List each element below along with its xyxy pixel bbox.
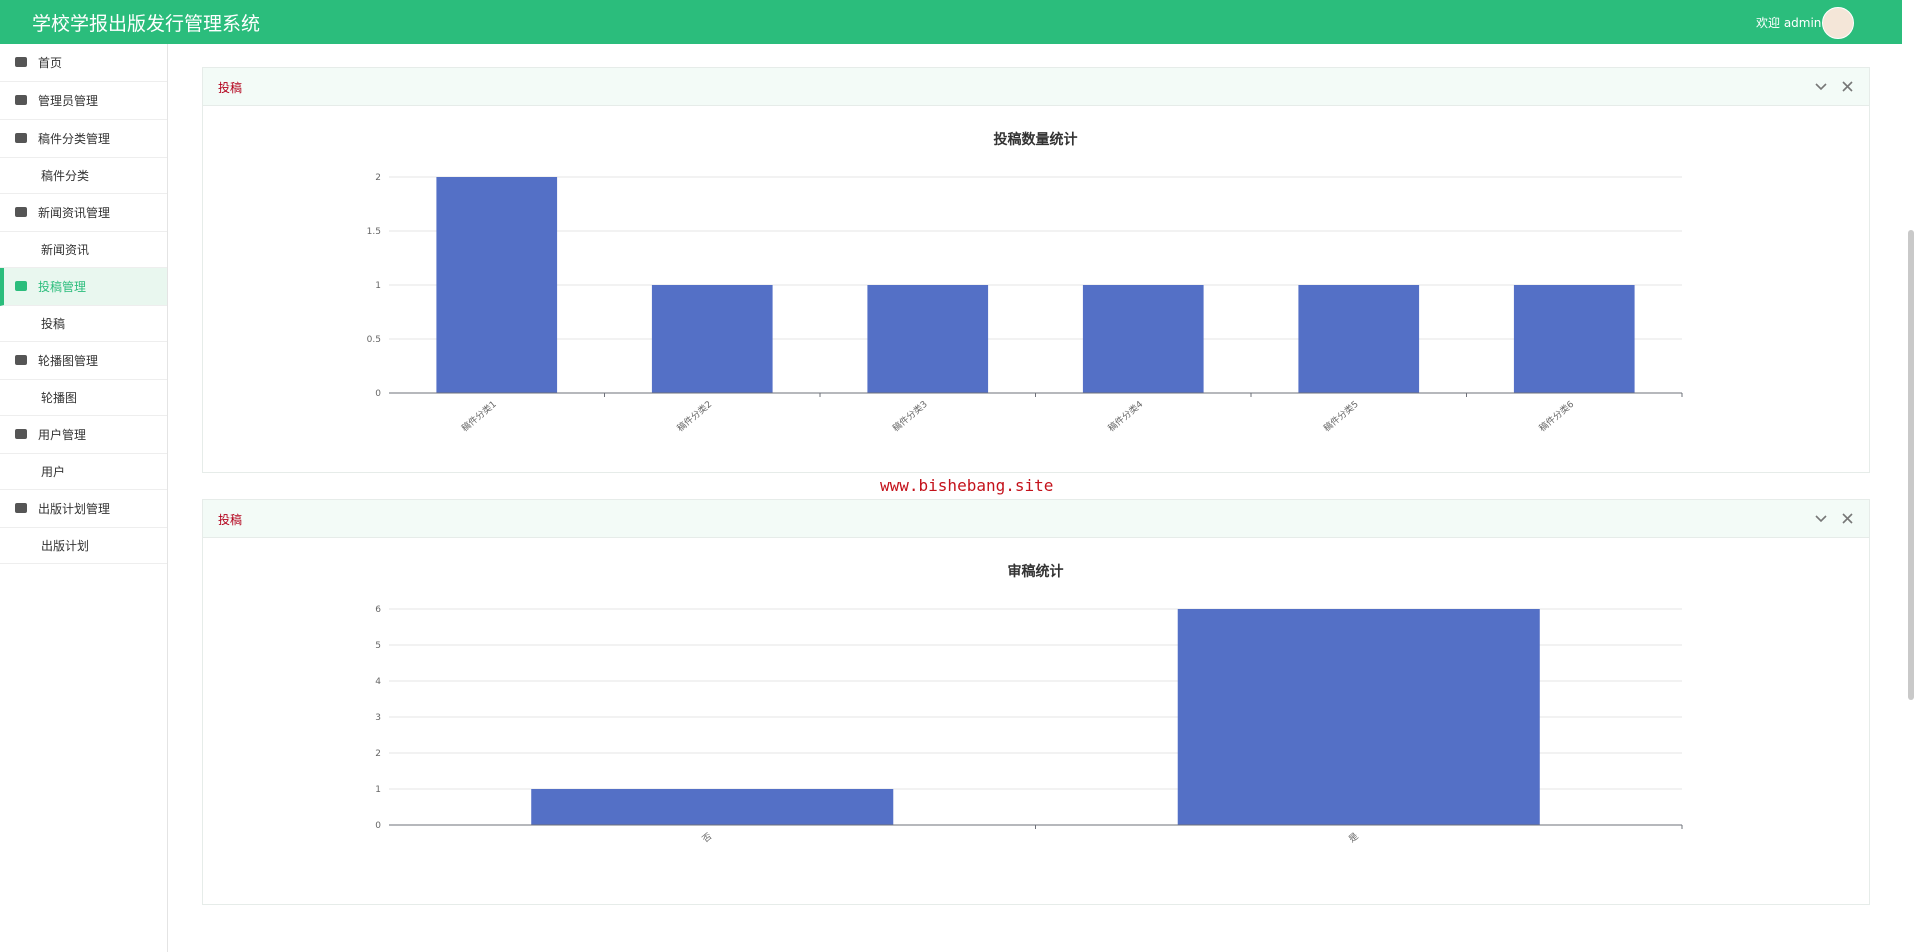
submenu-item[interactable]: 轮播图 [0, 380, 167, 416]
menu-item[interactable]: 管理员管理 [0, 82, 167, 120]
close-icon[interactable] [1842, 513, 1853, 524]
menu-icon [15, 429, 27, 439]
y-tick-label: 0 [375, 389, 381, 399]
y-tick-label: 2 [375, 173, 381, 183]
menu-icon [15, 355, 27, 365]
menu-icon [15, 207, 27, 217]
sidebar: 首页管理员管理稿件分类管理 稿件分类新闻资讯管理 新闻资讯投稿管理投稿轮播图管理轮播… [0, 44, 168, 952]
menu-label[interactable]: 管理员管理 [38, 94, 99, 108]
menu-icon [15, 95, 27, 105]
bar[interactable] [1177, 609, 1540, 825]
submenu-item[interactable]: 用户 [0, 454, 167, 490]
menu-label[interactable]: 新闻资讯 [41, 243, 90, 257]
y-tick-label: 1.5 [367, 227, 381, 237]
submenu-item[interactable]: 稿件分类 [0, 158, 167, 194]
menu-label[interactable]: 稿件分类 [41, 169, 90, 183]
y-tick-label: 5 [375, 641, 381, 651]
menu-label[interactable]: 出版计划管理 [38, 502, 111, 516]
panel-header: 投稿 [203, 500, 1869, 538]
y-tick-label: 6 [375, 605, 381, 615]
bar[interactable] [651, 285, 773, 393]
menu-icon [15, 281, 27, 291]
menu-item[interactable]: 轮播图管理 [0, 342, 167, 380]
y-tick-label: 0 [375, 821, 381, 831]
y-tick-label: 3 [375, 713, 381, 723]
x-tick-label: 稿件分类3 [890, 398, 930, 434]
menu-label[interactable]: 轮播图 [41, 391, 78, 405]
bar[interactable] [1513, 285, 1635, 393]
bar[interactable] [436, 177, 558, 393]
menu-label[interactable]: 新闻资讯管理 [38, 206, 111, 220]
y-tick-label: 0.5 [367, 335, 381, 345]
menu-item[interactable]: 新闻资讯管理 [0, 194, 167, 232]
panel-title: 投稿 [218, 81, 243, 95]
menu-label[interactable]: 用户 [41, 465, 66, 479]
y-tick-label: 1 [375, 785, 381, 795]
panel-header: 投稿 [203, 68, 1869, 106]
collapse-icon[interactable] [1815, 83, 1827, 91]
x-tick-label: 是 [1347, 831, 1361, 845]
x-tick-label: 稿件分类2 [674, 398, 714, 434]
scrollbar[interactable] [1908, 230, 1914, 700]
x-tick-label: 否 [700, 831, 714, 845]
x-tick-label: 稿件分类5 [1321, 398, 1361, 434]
panel-title: 投稿 [218, 513, 243, 527]
chart-title: 审稿统计 [1008, 563, 1064, 580]
bar[interactable] [531, 789, 894, 825]
panel-controls[interactable] [1815, 80, 1855, 94]
menu-icon [15, 503, 27, 513]
panel: 投稿投稿数量统计 0 0.5 1 1.5 2 稿件分类1 稿件分类2 稿件分类3 稿件分类4 稿件分… [202, 67, 1870, 473]
bar[interactable] [1298, 285, 1420, 393]
menu-label[interactable]: 投稿 [41, 317, 66, 331]
welcome[interactable]: 欢迎 admin [1756, 16, 1822, 30]
panel: 投稿审稿统计 0 1 2 3 4 5 6 否 是 [202, 499, 1870, 905]
menu-label[interactable]: 投稿管理 [38, 280, 87, 294]
bar[interactable] [1082, 285, 1204, 393]
x-tick-label: 稿件分类4 [1105, 398, 1145, 434]
panel-controls[interactable] [1815, 512, 1855, 526]
submenu-item[interactable]: 投稿 [0, 306, 167, 342]
header: 学校学报出版发行管理系统 欢迎 admin [0, 0, 1902, 44]
chart: 审稿统计 0 1 2 3 4 5 6 否 是 [375, 563, 1683, 845]
chart-title: 投稿数量统计 [994, 131, 1078, 148]
y-tick-label: 1 [375, 281, 381, 291]
x-tick-label: 稿件分类1 [459, 398, 499, 434]
menu-label[interactable]: 轮播图管理 [38, 354, 99, 368]
menu-label[interactable]: 稿件分类管理 [38, 132, 111, 146]
menu-label[interactable]: 用户管理 [38, 428, 87, 442]
y-tick-label: 4 [375, 677, 381, 687]
menu-label[interactable]: 出版计划 [41, 539, 90, 553]
menu-label[interactable]: 首页 [38, 56, 63, 70]
menu-item[interactable]: 出版计划管理 [0, 490, 167, 528]
x-tick-label: 稿件分类6 [1536, 398, 1576, 434]
menu-icon [15, 57, 27, 67]
close-icon[interactable] [1842, 81, 1853, 92]
menu-item[interactable]: 投稿管理 [0, 268, 167, 306]
menu-item[interactable]: 稿件分类管理 [0, 120, 167, 158]
app-title: 学校学报出版发行管理系统 [32, 13, 261, 35]
menu-item[interactable]: 用户管理 [0, 416, 167, 454]
y-tick-label: 2 [375, 749, 381, 759]
chart: 投稿数量统计 0 0.5 1 1.5 2 稿件分类1 稿件分类2 稿件分类3 稿件分类4 稿件分类5… [367, 131, 1683, 434]
watermark: www.bishebang.site [880, 476, 1054, 495]
menu-icon [15, 133, 27, 143]
bar[interactable] [867, 285, 989, 393]
menu-item[interactable]: 首页 [0, 44, 167, 82]
submenu-item[interactable]: 出版计划 [0, 528, 167, 564]
submenu-item[interactable]: 新闻资讯 [0, 232, 167, 268]
collapse-icon[interactable] [1815, 515, 1827, 523]
avatar[interactable] [1822, 7, 1854, 39]
